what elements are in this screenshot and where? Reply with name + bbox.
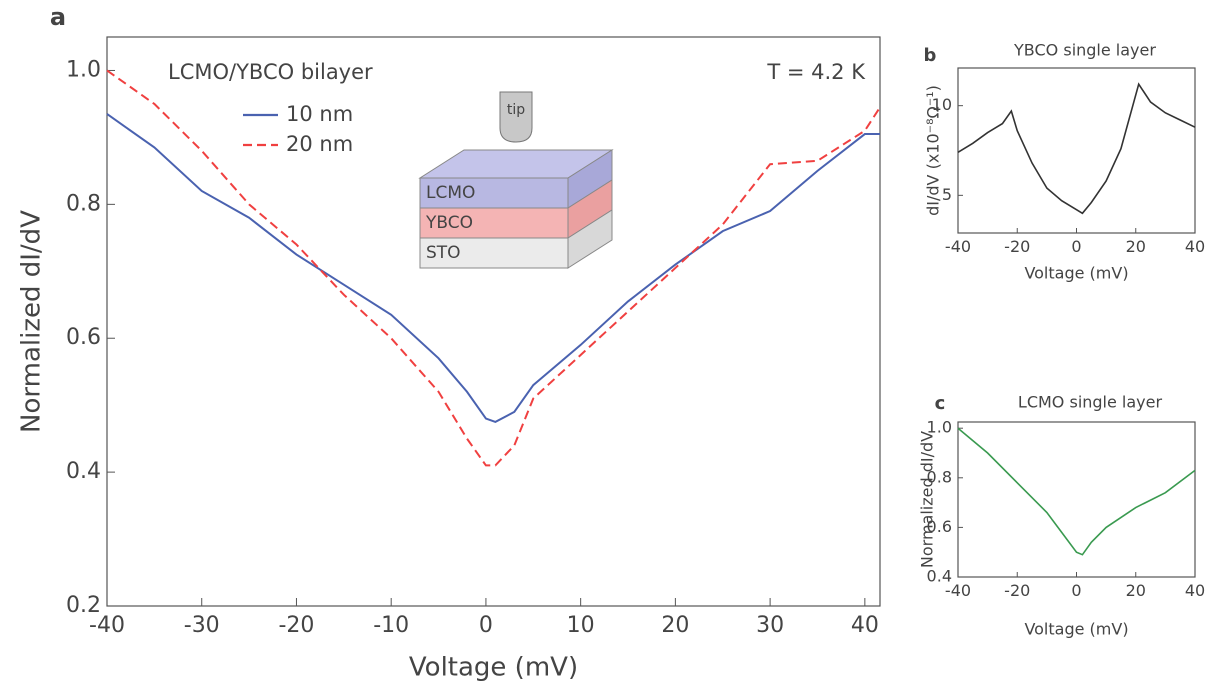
x-tick-label: 10 bbox=[567, 613, 595, 638]
x-tick-label: -40 bbox=[945, 581, 971, 600]
annotation: LCMO/YBCO bilayer bbox=[168, 60, 373, 84]
y-axis-label: Normalized dI/dV bbox=[918, 431, 937, 568]
y-axis-label: dI/dV (x10⁻⁸Ω⁻¹) bbox=[924, 85, 943, 216]
legend-label: 20 nm bbox=[286, 132, 353, 156]
layer-diagram: tip LCMO YBCO STO bbox=[418, 91, 614, 269]
x-tick-label: 0 bbox=[1071, 237, 1081, 256]
plot-frame bbox=[106, 36, 881, 607]
x-tick-label: 40 bbox=[851, 613, 879, 638]
y-tick-label: 0.4 bbox=[927, 567, 952, 586]
x-tick-label: -10 bbox=[373, 613, 409, 638]
annotation: T = 4.2 K bbox=[766, 60, 866, 84]
layer bbox=[419, 177, 569, 209]
x-tick-label: 20 bbox=[661, 613, 689, 638]
tip-shape bbox=[499, 91, 533, 143]
x-tick-label: -40 bbox=[89, 613, 125, 638]
data-line bbox=[957, 82, 1196, 215]
x-tick-label: 20 bbox=[1126, 581, 1146, 600]
layer bbox=[419, 207, 569, 239]
x-tick-label: 30 bbox=[756, 613, 784, 638]
plot-frame bbox=[957, 421, 1196, 578]
data-line bbox=[106, 113, 880, 423]
y-tick-label: 0.4 bbox=[66, 459, 101, 484]
plot-frame bbox=[957, 67, 1196, 234]
diagram-label: LCMO bbox=[426, 183, 475, 203]
chart-title: LCMO single layer bbox=[1018, 393, 1163, 412]
y-tick-label: 0.6 bbox=[927, 517, 952, 536]
legend-label: 10 nm bbox=[286, 102, 353, 126]
y-tick-label: 10 bbox=[932, 95, 952, 114]
panel-label: a bbox=[50, 3, 66, 31]
x-tick-label: -20 bbox=[1004, 237, 1030, 256]
y-tick-label: 1.0 bbox=[66, 57, 101, 82]
x-tick-label: -20 bbox=[278, 613, 314, 638]
x-tick-label: -40 bbox=[945, 237, 971, 256]
diagram-label: YBCO bbox=[425, 213, 473, 233]
y-tick-label: 0.8 bbox=[927, 467, 952, 486]
x-axis-label: Voltage (mV) bbox=[1024, 620, 1128, 639]
data-line bbox=[957, 427, 1196, 556]
diagram-label: tip bbox=[507, 102, 525, 118]
y-tick-label: 5 bbox=[942, 185, 952, 204]
x-tick-label: 40 bbox=[1185, 581, 1205, 600]
diagram-label: STO bbox=[426, 243, 461, 263]
x-tick-label: -20 bbox=[1004, 581, 1030, 600]
layer bbox=[419, 237, 569, 269]
chart-title: YBCO single layer bbox=[1013, 41, 1156, 60]
x-tick-label: -30 bbox=[184, 613, 220, 638]
panel-label: c bbox=[935, 393, 946, 414]
x-tick-label: 40 bbox=[1185, 237, 1205, 256]
x-axis-label: Voltage (mV) bbox=[1024, 264, 1128, 283]
data-line bbox=[106, 69, 881, 467]
y-tick-label: 0.2 bbox=[66, 593, 101, 618]
y-tick-label: 1.0 bbox=[927, 418, 952, 437]
x-tick-label: 0 bbox=[479, 613, 493, 638]
panel-label: b bbox=[924, 45, 937, 66]
y-axis-label: Normalized dI/dV bbox=[17, 210, 47, 433]
y-tick-label: 0.8 bbox=[66, 191, 101, 216]
y-tick-label: 0.6 bbox=[66, 325, 101, 350]
x-axis-label: Voltage (mV) bbox=[409, 653, 578, 683]
x-tick-label: 0 bbox=[1071, 581, 1081, 600]
x-tick-label: 20 bbox=[1126, 237, 1146, 256]
